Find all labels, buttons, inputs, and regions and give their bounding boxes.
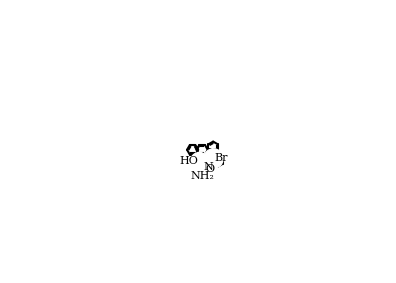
Text: O: O <box>206 164 215 173</box>
Text: HO: HO <box>180 156 199 166</box>
Text: Br: Br <box>214 153 227 163</box>
Text: &1: &1 <box>207 148 217 157</box>
Text: N: N <box>204 162 213 171</box>
Text: &1: &1 <box>208 148 219 157</box>
Text: NH₂: NH₂ <box>191 171 215 181</box>
